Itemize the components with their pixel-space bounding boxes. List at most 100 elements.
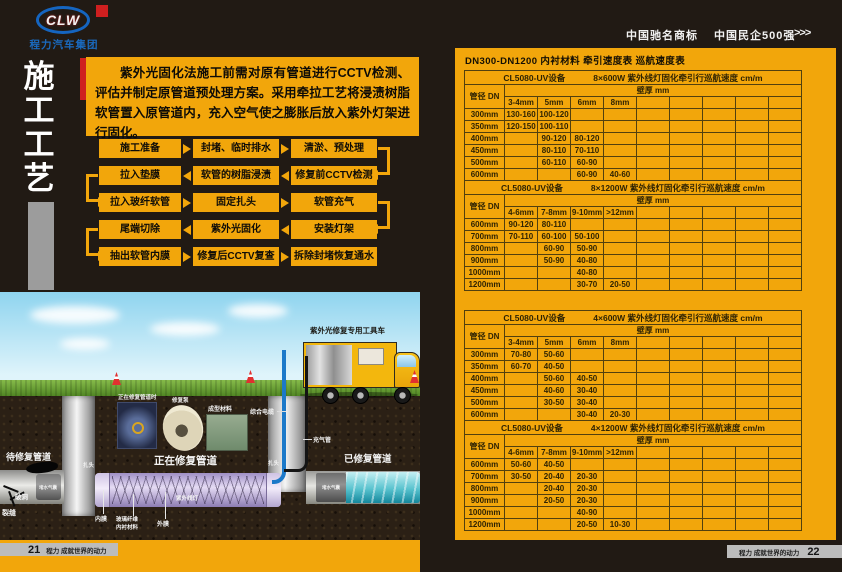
speed-cell xyxy=(636,408,670,421)
section-header-cell: CL5080-UV设备 8×600W 紫外线灯固化牵引行巡航速度 cm/m xyxy=(464,70,802,85)
speed-cell xyxy=(603,458,637,471)
speed-cell: 60-90 xyxy=(570,168,604,181)
thickness-cell: >12mm xyxy=(603,446,637,459)
speed-cell xyxy=(669,518,703,531)
speed-cell xyxy=(504,254,538,267)
thickness-cell xyxy=(735,96,769,109)
thickness-cell: 9-10mm xyxy=(570,446,604,459)
speed-cell xyxy=(735,168,769,181)
liner-label-line2: 内衬材料 xyxy=(116,525,139,532)
speed-cell xyxy=(768,372,802,385)
crack-label: 裂缝 xyxy=(2,510,16,517)
manhole-shaft-left xyxy=(62,396,95,516)
speed-cell xyxy=(603,470,637,483)
flow-arrowhead xyxy=(371,224,378,234)
section-spec: 8×600W 紫外线灯固化牵引行巡航速度 cm/m xyxy=(593,72,763,83)
speed-cell xyxy=(735,482,769,495)
diameter-cell: 1000mm xyxy=(464,506,505,519)
speed-cell xyxy=(570,108,604,121)
speed-cell: 30-40 xyxy=(570,384,604,397)
thickness-cell xyxy=(702,446,736,459)
red-accent-square xyxy=(96,5,108,17)
speed-cell xyxy=(537,506,571,519)
speed-cell: 40-50 xyxy=(537,360,571,373)
speed-cell xyxy=(603,360,637,373)
speed-cell: 40-80 xyxy=(570,266,604,279)
speed-cell xyxy=(603,384,637,397)
thickness-cell: 3-4mm xyxy=(504,96,538,109)
photo-detail-ring xyxy=(132,422,144,434)
diameter-cell: 900mm xyxy=(464,254,505,267)
diameter-cell: 1000mm xyxy=(464,266,505,279)
speed-cell xyxy=(570,348,604,361)
speed-cell xyxy=(669,384,703,397)
speed-cell: 20-30 xyxy=(570,482,604,495)
speed-cell: 120-150 xyxy=(504,120,538,133)
speed-cell xyxy=(768,266,802,279)
speed-cell xyxy=(504,384,538,397)
speed-cell xyxy=(669,108,703,121)
flow-step: 尾端切除 xyxy=(99,220,181,239)
diameter-cell: 700mm xyxy=(464,230,505,243)
speed-cell xyxy=(669,242,703,255)
speed-cell xyxy=(735,144,769,157)
speed-cell xyxy=(603,132,637,145)
speed-cell xyxy=(537,266,571,279)
speed-cell: 70-80 xyxy=(504,348,538,361)
diameter-cell: 400mm xyxy=(464,372,505,385)
table-row: 300mm 70-80 50-60 xyxy=(464,348,802,361)
speed-cell xyxy=(669,218,703,231)
speed-cell xyxy=(570,458,604,471)
speed-cell xyxy=(603,494,637,507)
flow-connector-right xyxy=(378,147,390,175)
flow-step: 软管充气 xyxy=(291,193,377,212)
speed-cell xyxy=(636,218,670,231)
speed-cell xyxy=(504,396,538,409)
speed-cell xyxy=(768,168,802,181)
thickness-cell xyxy=(636,96,670,109)
speed-cell xyxy=(669,254,703,267)
wall-header-cell: 壁厚 mm xyxy=(504,194,802,207)
flow-arrowhead xyxy=(371,170,378,180)
speed-cell xyxy=(537,278,571,291)
thickness-cell xyxy=(735,336,769,349)
speed-cell xyxy=(603,482,637,495)
thickness-cell xyxy=(768,336,802,349)
diameter-header-cell: 管径 DN xyxy=(464,434,505,459)
diameter-header-cell: 管径 DN xyxy=(464,324,505,349)
speed-cell xyxy=(504,506,538,519)
speed-cell xyxy=(603,266,637,279)
speed-cell xyxy=(636,372,670,385)
speed-cell xyxy=(669,120,703,133)
speed-cell: 40-60 xyxy=(603,168,637,181)
speed-cell: 20-40 xyxy=(537,482,571,495)
speed-cell xyxy=(735,470,769,483)
flow-step: 修复前CCTV检测 xyxy=(291,166,377,185)
speed-cell xyxy=(669,360,703,373)
table-row: 1200mm 30-70 20-50 xyxy=(464,278,802,291)
diameter-cell: 500mm xyxy=(464,396,505,409)
speed-cell xyxy=(636,470,670,483)
speed-cell: 50-60 xyxy=(537,372,571,385)
speed-cell xyxy=(537,168,571,181)
speed-cell: 20-30 xyxy=(603,408,637,421)
thickness-cell: 5mm xyxy=(537,336,571,349)
page-number-bar-left: 21 程力 成就世界的动力 xyxy=(0,543,118,556)
diameter-cell: 400mm xyxy=(464,132,505,145)
truck-wheel xyxy=(394,387,411,404)
flow-step: 安装灯架 xyxy=(291,220,377,239)
flow-arrowhead xyxy=(98,197,105,207)
speed-cell xyxy=(735,230,769,243)
speed-cell xyxy=(603,218,637,231)
speed-cell xyxy=(735,396,769,409)
speed-cell xyxy=(603,120,637,133)
table-row: 400mm 50-60 40-50 xyxy=(464,372,802,385)
table-row: 350mm 60-70 40-50 xyxy=(464,360,802,373)
plug-label: 堵水气囊 xyxy=(39,484,58,491)
speed-table-4x: CL5080-UV设备 4×600W 紫外线灯固化牵引行巡航速度 cm/m 管径 D… xyxy=(464,310,802,531)
speed-cell xyxy=(669,482,703,495)
speed-cell: 20-40 xyxy=(537,470,571,483)
wall-header-cell: 壁厚 mm xyxy=(504,434,802,447)
speed-cell xyxy=(669,396,703,409)
speed-cell xyxy=(504,482,538,495)
